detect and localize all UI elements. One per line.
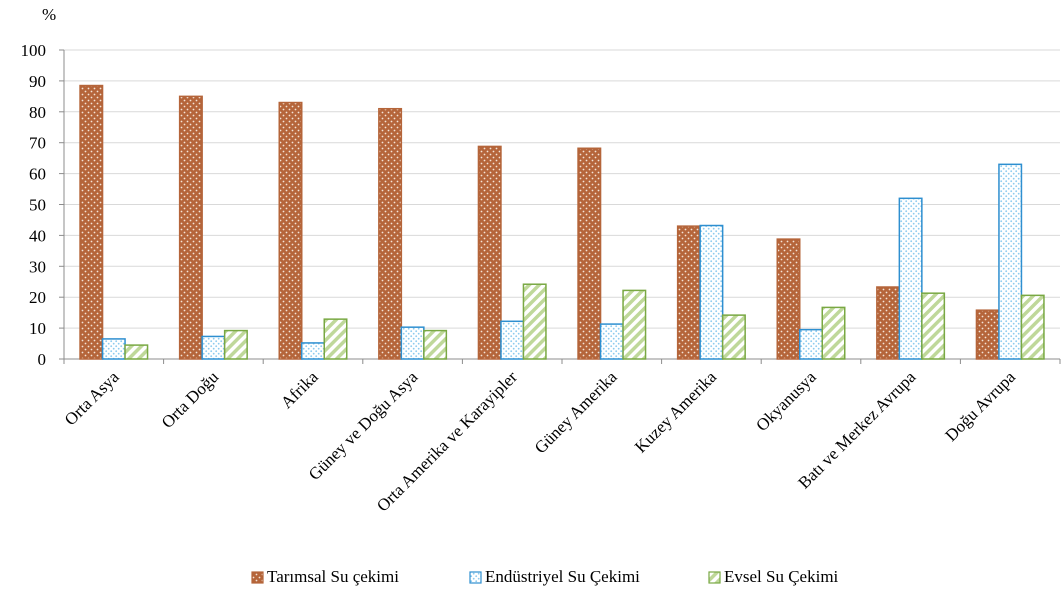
bar-series-2-afrika [323,318,348,360]
bar-series-1-okyanusya [799,328,823,360]
legend-label: Tarımsal Su çekimi [267,567,399,586]
y-tick-label: 80 [29,103,46,122]
y-tick-label: 60 [29,165,46,184]
category-label: Okyanusya [752,367,820,435]
legend-label: Evsel Su Çekimi [724,567,839,586]
legend-label: Endüstriyel Su Çekimi [485,567,640,586]
bar-series-0-okyanusya [776,238,801,360]
legend-swatch [708,571,721,584]
bar-series-1-orta-doğu [201,335,226,360]
legend: Tarımsal Su çekimi Endüstriyel Su Çekimi E… [251,567,839,586]
y-tick-label: 50 [29,196,46,215]
bar-series-0-orta-amerika-ve-karayipler [477,145,502,360]
category-label: Afrika [277,367,322,412]
bar-series-0-güney-ve-doğu-asya [378,107,403,360]
labels: % 0 10 20 30 40 50 60 70 80 90 100 Orta Asya Orta Do… [21,5,1020,515]
bar-series-0-orta-doğu [178,95,203,360]
y-tick-label: 20 [29,288,46,307]
bar-series-1-güney-amerika [599,323,624,360]
bar-series-2-kuzey-amerika [721,314,746,360]
y-tick-label: 10 [29,319,46,338]
category-label: Kuzey Amerika [631,367,721,457]
bar-series-2-doğu-avrupa [1020,294,1045,360]
category-label: Güney Amerika [531,367,621,457]
bar-series-0-batı-ve-merkez-avrupa [876,286,901,360]
legend-swatch [251,571,264,584]
bar-series-0-afrika [278,101,303,360]
bar-series-0-güney-amerika [577,147,602,360]
bar-series-1-güney-ve-doğu-asya [400,326,425,360]
category-label: Orta Doğu [158,367,223,432]
gridlines [64,49,1060,329]
bar-series-2-orta-amerika-ve-karayipler [522,283,547,360]
bar-series-2-güney-ve-doğu-asya [423,329,448,360]
bar-series-1-orta-amerika-ve-karayipler [500,320,525,360]
y-tick-label: 100 [21,41,47,60]
bar-series-0-kuzey-amerika [676,225,701,360]
bar-series-1-orta-asya [101,338,126,360]
y-tick-label: 90 [29,72,46,91]
bar-series-0-doğu-avrupa [975,309,1000,360]
category-label: Doğu Avrupa [941,367,1019,445]
y-tick-label: 30 [29,257,46,276]
y-axis-unit-label: % [42,5,56,24]
bar-series-1-doğu-avrupa [998,163,1023,360]
bar-series-2-orta-doğu [223,329,248,360]
category-label: Güney ve Doğu Asya [305,367,422,484]
bar-series-1-kuzey-amerika [699,224,724,360]
y-tick-label: 40 [29,226,46,245]
bar-series-0-orta-asya [79,84,104,360]
legend-swatch [469,571,482,584]
bar-series-2-orta-asya [124,344,149,360]
bar-series-1-afrika [301,342,325,360]
bar-series-2-güney-amerika [622,289,647,360]
bar-series-1-batı-ve-merkez-avrupa [898,197,923,360]
bar-series-2-okyanusya [821,306,846,360]
category-label: Orta Asya [61,367,123,429]
bar-series-2-batı-ve-merkez-avrupa [921,292,946,360]
bars [79,84,1045,360]
y-tick-label: 70 [29,134,46,153]
y-tick-label: 0 [38,350,47,369]
